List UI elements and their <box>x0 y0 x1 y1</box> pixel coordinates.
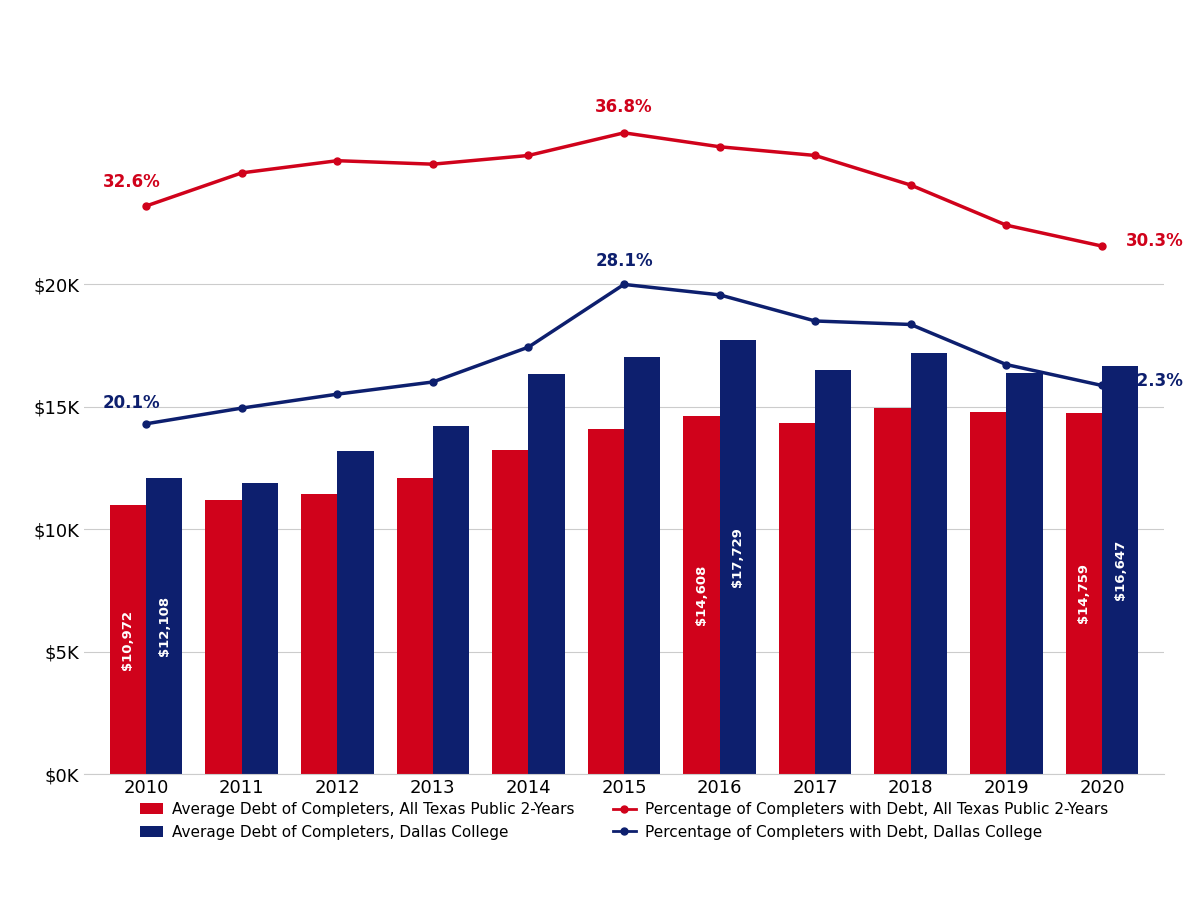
Bar <box>875 408 911 774</box>
Text: $12,108: $12,108 <box>157 596 170 656</box>
Bar <box>146 478 182 774</box>
Bar <box>1102 366 1138 774</box>
Bar <box>588 428 624 774</box>
Legend: Average Debt of Completers, All Texas Public 2-Years, Average Debt of Completers: Average Debt of Completers, All Texas Pu… <box>134 796 1114 846</box>
Bar <box>528 374 565 774</box>
Text: 32.6%: 32.6% <box>103 174 161 192</box>
Bar <box>779 423 815 774</box>
Text: $14,608: $14,608 <box>695 565 708 626</box>
Bar <box>492 450 528 774</box>
Text: $16,647: $16,647 <box>1114 540 1127 600</box>
Bar <box>110 506 146 774</box>
Text: $17,729: $17,729 <box>731 527 744 587</box>
Bar <box>433 427 469 774</box>
Bar <box>815 370 852 774</box>
Bar <box>301 494 337 774</box>
Text: 20.1%: 20.1% <box>103 393 161 411</box>
Text: 30.3%: 30.3% <box>1126 232 1183 250</box>
Bar <box>683 417 720 774</box>
Bar <box>1066 413 1102 774</box>
Text: 36.8%: 36.8% <box>595 98 653 116</box>
Bar <box>720 340 756 774</box>
Text: 22.3%: 22.3% <box>1126 372 1183 390</box>
Bar <box>1007 373 1043 774</box>
Bar <box>624 356 660 774</box>
Text: $10,972: $10,972 <box>121 609 134 670</box>
Text: $14,759: $14,759 <box>1078 563 1091 624</box>
Text: 28.1%: 28.1% <box>595 252 653 270</box>
Bar <box>911 353 947 774</box>
Bar <box>205 500 241 774</box>
Bar <box>396 478 433 774</box>
Bar <box>337 451 373 774</box>
Bar <box>241 482 278 774</box>
Bar <box>970 411 1007 774</box>
